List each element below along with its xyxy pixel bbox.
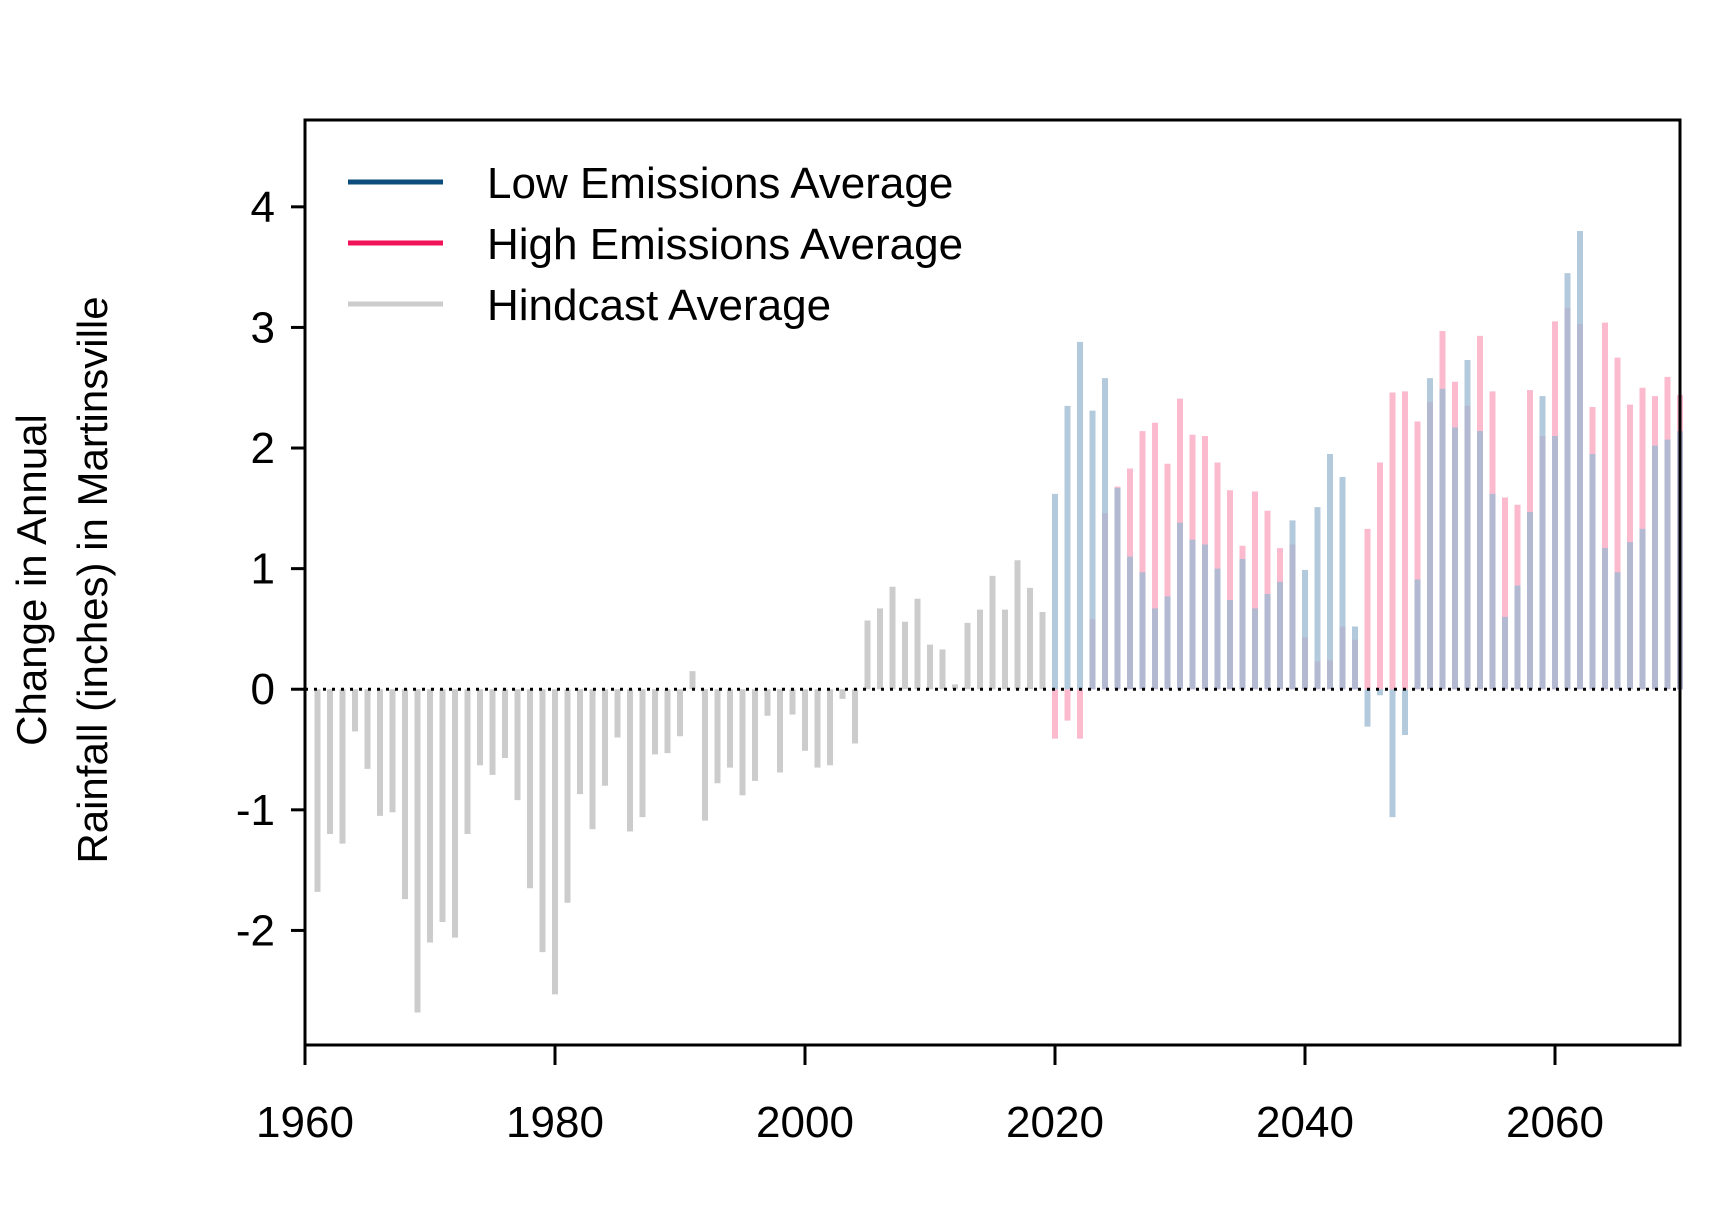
x-tick-label: 1960 (256, 1098, 354, 1147)
y-tick-label: 3 (251, 303, 275, 352)
y-axis-label-line2: Rainfall (inches) in Martinsville (69, 296, 116, 863)
x-tick-label: 2060 (1506, 1098, 1604, 1147)
y-axis: -2 -1 0 1 2 3 4 (236, 183, 305, 955)
plot-frame (303, 118, 1682, 1047)
y-tick-label: -2 (236, 906, 275, 955)
y-tick-label: 1 (251, 545, 275, 594)
bars-layer (314, 230, 1683, 1013)
y-tick-label: -1 (236, 786, 275, 835)
x-tick-label: 1980 (506, 1098, 604, 1147)
y-tick-label: 2 (251, 424, 275, 473)
x-axis: 1960 1980 2000 2020 2040 2060 (256, 1045, 1604, 1147)
legend-label: Hindcast Average (487, 281, 831, 330)
legend-label: High Emissions Average (487, 220, 963, 269)
y-tick-label: 0 (251, 665, 275, 714)
legend-label: Low Emissions Average (487, 159, 953, 208)
x-tick-label: 2020 (1006, 1098, 1104, 1147)
x-tick-label: 2000 (756, 1098, 854, 1147)
y-axis-label-line1: Change in Annual (8, 414, 55, 746)
legend: Low Emissions Average High Emissions Aver… (348, 159, 963, 330)
x-tick-label: 2040 (1256, 1098, 1354, 1147)
y-tick-label: 4 (251, 183, 275, 232)
